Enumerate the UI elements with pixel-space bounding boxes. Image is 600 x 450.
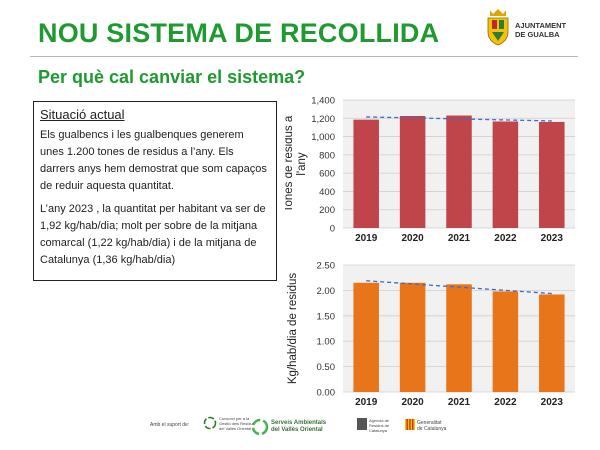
footer-sponsors: Amb el suport de: Consorci per a la Gest… xyxy=(0,412,600,450)
y-tick-label: 2.00 xyxy=(317,286,336,297)
y-tick-label: 1,400 xyxy=(311,96,335,107)
ajuntament-logo: AJUNTAMENT DE GUALBA xyxy=(484,8,584,48)
y-tick-label: 1.50 xyxy=(317,311,336,322)
bar xyxy=(492,121,519,228)
section-subtitle: Per què cal canviar el sistema? xyxy=(38,67,306,87)
y-axis-label: Kg/hab/dia de residus xyxy=(287,273,299,384)
y-axis-label-line: Kg/hab/dia de residus xyxy=(287,273,299,384)
x-tick-label: 2020 xyxy=(401,397,424,408)
y-tick-label: 800 xyxy=(319,150,335,161)
x-tick-label: 2020 xyxy=(401,233,424,244)
y-tick-label: 1,000 xyxy=(311,132,335,143)
y-tick-label: 1.00 xyxy=(317,337,336,348)
x-tick-label: 2022 xyxy=(494,233,517,244)
y-axis-label: Tones de residus al'any xyxy=(285,115,308,212)
serveis-ambientals-logo-icon xyxy=(251,418,269,436)
situacio-paragraph-2: L’any 2023 , la quantitat per habitant v… xyxy=(40,203,266,266)
x-tick-label: 2023 xyxy=(541,233,564,244)
consorci-logo-icon xyxy=(203,416,217,430)
generalitat-text: Generalitat de Catalunya xyxy=(417,420,447,432)
page-title: NOU SISTEMA DE RECOLLIDA xyxy=(38,18,440,48)
x-tick-label: 2019 xyxy=(355,233,378,244)
y-tick-label: 400 xyxy=(319,187,335,198)
bar xyxy=(539,121,565,228)
situacio-paragraph-1: Els gualbencs i les gualbenques generem … xyxy=(40,129,267,192)
x-tick-label: 2019 xyxy=(355,397,378,408)
y-tick-label: 0.00 xyxy=(317,388,336,399)
x-tick-label: 2022 xyxy=(494,397,517,408)
header-divider xyxy=(30,56,578,57)
y-tick-label: 200 xyxy=(319,205,335,216)
bar xyxy=(399,116,426,228)
y-tick-label: 600 xyxy=(319,169,335,180)
y-tick-label: 1,200 xyxy=(311,114,335,125)
bar xyxy=(539,294,565,392)
generalitat-logo-icon xyxy=(405,419,415,430)
bar xyxy=(446,284,472,392)
consorci-text: Consorci per a la Gestió dels Residus de… xyxy=(219,416,255,431)
tones-residus-chart: 0 200 400 600 800 1,000 1,200 1,400 2019 2020 2021… xyxy=(285,96,575,244)
situacio-heading: Situació actual xyxy=(40,107,125,122)
situacio-actual-box: Situació actual Els gualbencs i les gual… xyxy=(33,101,277,281)
bar xyxy=(492,291,519,392)
y-tick-label: 2.50 xyxy=(317,261,336,272)
bar xyxy=(353,282,379,392)
bar xyxy=(446,115,472,228)
bar xyxy=(353,119,379,228)
ajuntament-logo-text: AJUNTAMENT DE GUALBA xyxy=(515,21,567,39)
trend-line xyxy=(366,116,552,122)
support-label: Amb el suport de: xyxy=(150,422,190,428)
y-axis-label-line: l'any xyxy=(296,152,308,176)
agencia-residus-logo-icon xyxy=(357,418,367,430)
x-tick-label: 2023 xyxy=(541,397,564,408)
bar xyxy=(399,282,426,392)
agencia-text: Agència de Residus de Catalunya xyxy=(369,418,390,433)
trend-line xyxy=(366,280,552,295)
y-tick-label: 0.50 xyxy=(317,362,336,373)
y-axis-label-line: Tones de residus a xyxy=(285,115,295,212)
y-tick-label: 0 xyxy=(330,224,335,235)
serveis-ambientals-text: Serveis Ambientals del Vallès Oriental xyxy=(271,420,327,433)
kg-hab-dia-chart: 0.00 0.50 1.00 1.50 2.00 2.50 2019 2020 2021 2022… xyxy=(287,261,575,408)
x-tick-label: 2021 xyxy=(448,397,471,408)
x-tick-label: 2021 xyxy=(448,233,471,244)
coat-of-arms-icon xyxy=(487,9,509,46)
